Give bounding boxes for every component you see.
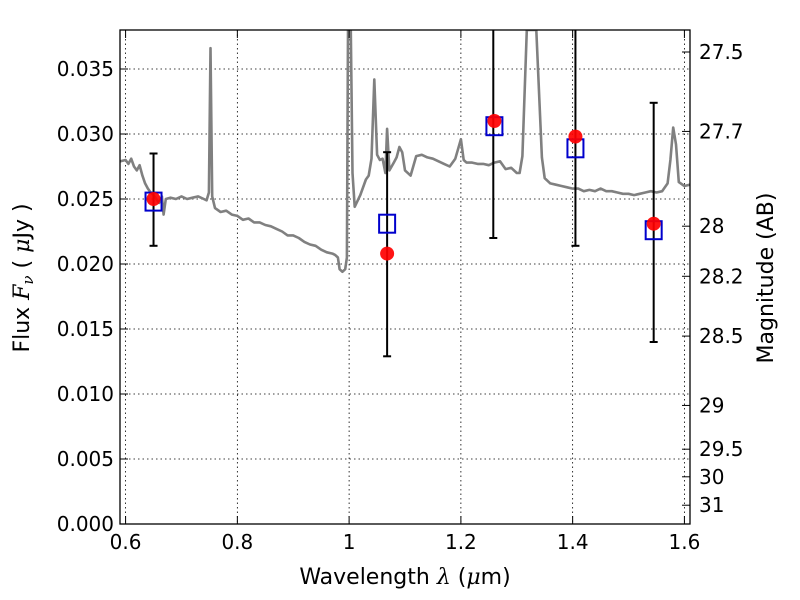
x-tick-label: 0.6 [110,530,142,554]
y2-tick-label: 28.5 [699,324,744,348]
y-tick-label: 0.005 [57,447,114,471]
axis-ticks [120,30,690,525]
spectrum-line [120,30,690,274]
y-tick-label: 0.020 [57,252,114,276]
x-tick-label: 1.4 [557,530,589,554]
observed-circle-marker [568,129,583,144]
y2-tick-label: 27.5 [699,40,744,64]
observed-circle-marker [380,246,395,261]
y2-axis-label: Magnitude (AB) [754,193,779,364]
y-tick-label: 0.000 [57,512,114,536]
plot-area [120,30,690,358]
x-tick-label: 1.6 [669,530,701,554]
y2-tick-label: 30 [699,465,724,489]
y2-tick-label: 28.2 [699,264,744,288]
y2-tick-label: 28 [699,214,724,238]
y-tick-label: 0.025 [57,187,114,211]
y2-tick-label: 29 [699,393,724,417]
plot-frame [119,29,691,525]
x-tick-label: 1 [343,530,356,554]
y-tick-label: 0.035 [57,57,114,81]
x-axis-label: Wavelength λ (μm) [299,565,510,590]
tick-labels: 0.6 0.8 1 1.2 1.4 1.6 0.000 0.005 0.010 0.015 0.02… [57,40,744,554]
observed-circle-marker [487,114,502,128]
y2-tick-label: 29.5 [699,437,744,461]
y-tick-label: 0.015 [57,317,114,341]
model-square-marker [378,213,397,234]
grid [120,30,690,525]
y-tick-label: 0.030 [57,122,114,146]
x-tick-label: 1.2 [445,530,477,554]
x-tick-label: 0.8 [221,530,253,554]
y-tick-label: 0.010 [57,382,114,406]
observed-circle-marker [146,192,161,206]
y2-tick-label: 27.7 [699,119,744,143]
y-axis-label: Flux Fν ( μJy ) [10,203,37,352]
y2-tick-label: 31 [699,493,724,517]
observed-circle-marker [646,216,661,231]
